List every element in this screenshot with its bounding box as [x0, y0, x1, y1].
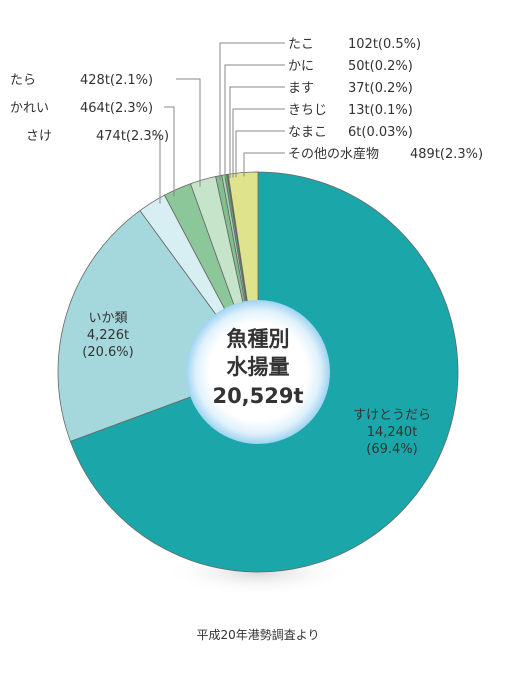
callout-value-10: 489t(2.3%) — [410, 147, 483, 162]
leader-line-3 — [164, 106, 175, 197]
callout-value-5: 102t(0.5%) — [348, 37, 421, 52]
callout-name-7: ます — [288, 81, 314, 96]
callout-value-2: 474t(2.3%) — [96, 129, 169, 144]
callout-value-9: 6t(0.03%) — [348, 125, 413, 140]
slice-label-value-0: 14,240t — [367, 425, 418, 440]
callout-value-4: 428t(2.1%) — [80, 73, 153, 88]
source-note: 平成20年港勢調査より — [196, 627, 319, 642]
callout-name-4: たら — [10, 73, 36, 88]
callout-value-3: 464t(2.3%) — [80, 101, 153, 116]
slice-label-name-0: すけとうだら — [353, 408, 431, 423]
callout-value-7: 37t(0.2%) — [348, 81, 413, 96]
callout-name-9: なまこ — [288, 125, 327, 140]
callout-name-8: きちじ — [288, 103, 327, 118]
leader-line-10 — [243, 152, 285, 177]
leader-line-8 — [232, 108, 285, 178]
center-disc — [186, 300, 330, 444]
center-total: 20,529t — [212, 384, 303, 408]
callout-name-3: かれい — [10, 101, 49, 116]
callout-value-6: 50t(0.2%) — [348, 59, 413, 74]
leader-line-9 — [235, 130, 285, 178]
callout-name-6: かに — [288, 59, 314, 74]
leader-line-7 — [229, 86, 285, 178]
callout-name-10: その他の水産物 — [288, 146, 379, 162]
slice-label-pct-1: (20.6%) — [82, 345, 133, 360]
center-title-line1: 魚種別 — [227, 327, 290, 351]
slice-label-pct-0: (69.4%) — [366, 442, 417, 457]
callout-value-8: 13t(0.1%) — [348, 103, 413, 118]
leader-line-2 — [152, 134, 161, 204]
leader-line-4 — [176, 78, 201, 187]
callout-name-5: たこ — [288, 37, 314, 52]
leader-line-6 — [224, 64, 285, 179]
slice-labels: すけとうだら 14,240t (69.4%) いか類 4,226t (20.6%) たら 42… — [10, 37, 483, 457]
callout-name-2: さけ — [26, 129, 52, 144]
slice-label-name-1: いか類 — [88, 311, 127, 326]
leader-lines — [152, 42, 285, 204]
slice-label-value-1: 4,226t — [87, 328, 129, 343]
center-title-line2: 水揚量 — [227, 355, 290, 379]
leader-line-5 — [219, 42, 285, 180]
